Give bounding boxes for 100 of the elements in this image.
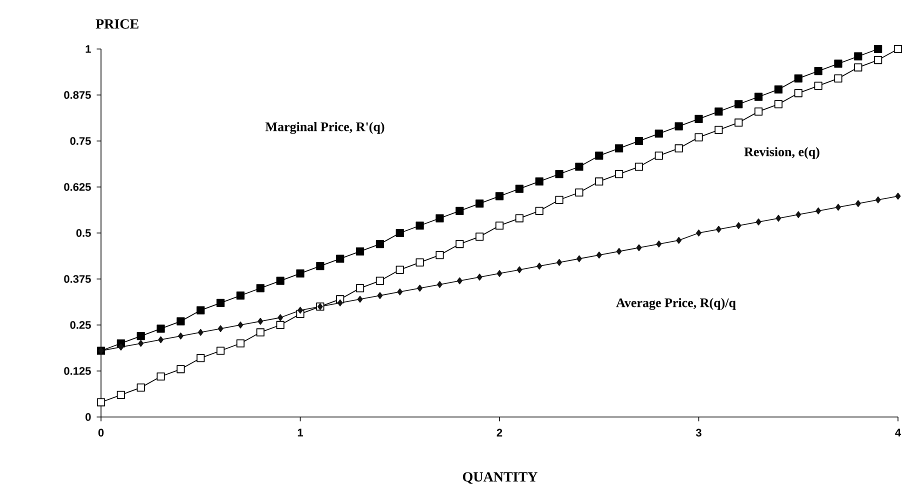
y-tick-label: 0.5 [76, 229, 91, 237]
point [196, 354, 205, 362]
point [535, 177, 544, 186]
point [556, 258, 562, 266]
annotation: Average Price, R(q)/q [616, 298, 736, 310]
point [694, 114, 703, 123]
y-tick-label: 1 [86, 45, 91, 53]
point [216, 346, 225, 355]
point [734, 100, 743, 108]
point [296, 269, 304, 278]
point [794, 74, 802, 82]
point [674, 122, 683, 130]
point [298, 306, 303, 314]
point [178, 332, 184, 340]
point [636, 244, 642, 252]
point [894, 44, 902, 54]
point [736, 222, 742, 230]
point [834, 74, 842, 82]
point [176, 365, 185, 374]
point [258, 318, 264, 325]
point [696, 230, 702, 236]
point [774, 100, 782, 108]
point [396, 228, 404, 238]
y-axis-title: PRICE [96, 19, 138, 29]
x-axis-title: QUANTITY [462, 472, 538, 484]
point [416, 258, 424, 266]
point [754, 108, 763, 116]
point [176, 317, 185, 326]
point [356, 247, 364, 256]
point [616, 248, 622, 255]
point [576, 255, 582, 262]
point [875, 196, 881, 204]
point [774, 85, 782, 94]
point [734, 118, 743, 127]
point [816, 207, 821, 214]
point [156, 372, 165, 381]
point [854, 63, 862, 72]
point [595, 152, 604, 160]
y-tick-label: 0 [86, 413, 91, 421]
point [794, 89, 802, 98]
point [436, 214, 444, 222]
x-tick-label: 3 [696, 428, 702, 437]
point [756, 218, 762, 226]
point [796, 211, 802, 218]
point [356, 284, 364, 292]
point [116, 390, 125, 399]
point [337, 299, 343, 306]
point [158, 336, 164, 344]
point [516, 266, 522, 274]
point [236, 339, 245, 348]
point [854, 52, 862, 60]
point [218, 325, 224, 332]
point [336, 254, 344, 263]
point [456, 240, 464, 248]
point [377, 292, 383, 299]
point [555, 170, 564, 178]
point [198, 328, 204, 336]
y-tick-label: 0.625 [64, 183, 91, 191]
point [535, 206, 544, 215]
point [676, 236, 682, 244]
point [256, 328, 264, 336]
point [575, 162, 584, 171]
point [874, 56, 882, 64]
point [417, 284, 422, 292]
point [495, 192, 504, 200]
point [376, 240, 384, 248]
point [495, 222, 504, 230]
point [634, 136, 644, 146]
point [654, 152, 663, 160]
point [694, 133, 703, 142]
point [437, 281, 442, 288]
x-tick-label: 2 [496, 428, 502, 436]
x-tick-label: 4 [895, 428, 901, 436]
point [714, 108, 723, 116]
point [136, 383, 145, 392]
point [436, 251, 444, 260]
point [256, 284, 264, 292]
point [834, 60, 842, 68]
point [814, 82, 822, 90]
point [874, 44, 882, 54]
point [476, 274, 482, 281]
point [316, 262, 324, 270]
point [714, 126, 723, 134]
point [118, 344, 124, 351]
annotation: Marginal Price, R'(q) [265, 122, 384, 134]
point [278, 314, 284, 322]
point [156, 324, 165, 333]
point [138, 340, 144, 347]
point [397, 288, 403, 296]
point [596, 252, 602, 259]
point [855, 200, 861, 207]
point [376, 276, 384, 285]
point [716, 226, 722, 233]
x-tick-label: 1 [298, 428, 303, 436]
point [276, 276, 284, 285]
point [515, 184, 524, 193]
point [238, 322, 244, 328]
point [776, 214, 782, 222]
y-tick-label: 0.25 [70, 321, 91, 329]
point [236, 292, 245, 300]
